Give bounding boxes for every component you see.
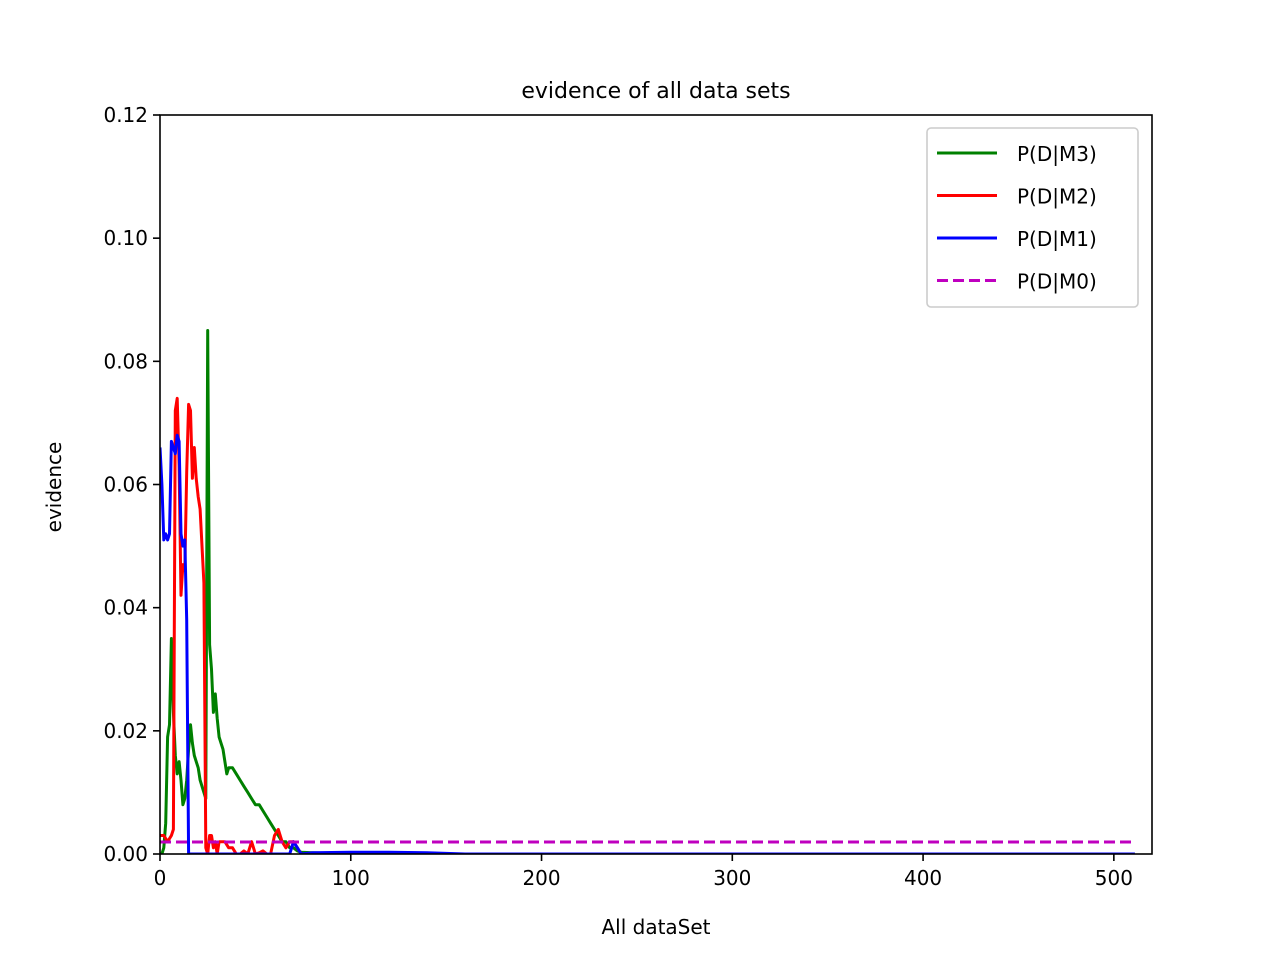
chart-title: evidence of all data sets — [521, 79, 790, 104]
series-line-p-d-m1 — [160, 433, 1135, 854]
x-tick-label: 200 — [522, 866, 560, 890]
y-tick-label: 0.04 — [103, 596, 148, 620]
y-axis-label: evidence — [42, 442, 66, 533]
legend: P(D|M3) P(D|M2) P(D|M1) P(D|M0) — [926, 127, 1139, 308]
legend-label: P(D|M3) — [1017, 142, 1097, 166]
legend-label: P(D|M2) — [1017, 185, 1097, 209]
y-tick-label: 0.02 — [103, 719, 148, 743]
x-tick-label: 300 — [713, 866, 751, 890]
x-axis-label: All dataSet — [601, 915, 710, 939]
x-tick-label: 100 — [332, 866, 370, 890]
series-layer — [160, 329, 1135, 854]
legend-label: P(D|M1) — [1017, 227, 1097, 251]
y-tick-label: 0.00 — [103, 842, 148, 866]
y-tick-label: 0.10 — [103, 226, 148, 250]
y-axis: 0.00 0.02 0.04 0.06 0.08 0.10 0.12 — [103, 103, 160, 866]
legend-label: P(D|M0) — [1017, 270, 1097, 294]
x-axis: 0 100 200 300 400 500 — [154, 854, 1133, 890]
y-tick-label: 0.08 — [103, 349, 148, 373]
x-tick-label: 500 — [1095, 866, 1133, 890]
y-tick-label: 0.12 — [103, 103, 148, 127]
x-tick-label: 400 — [904, 866, 942, 890]
legend-box — [926, 127, 1139, 308]
y-tick-label: 0.06 — [103, 473, 148, 497]
series-line-p-d-m3 — [160, 329, 1135, 854]
x-tick-label: 0 — [154, 866, 167, 890]
